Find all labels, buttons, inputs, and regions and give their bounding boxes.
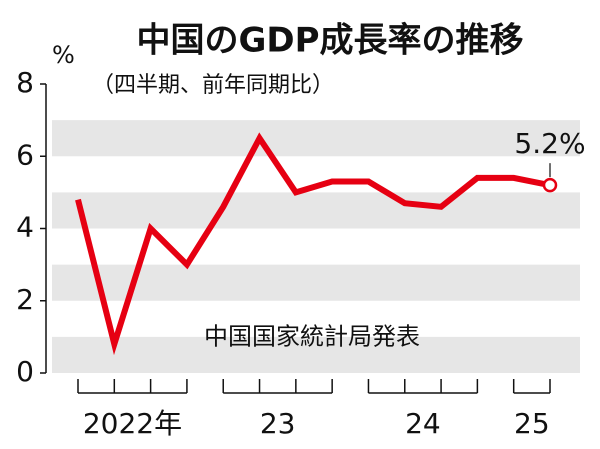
highlight-point [542, 177, 558, 193]
stripes [52, 120, 580, 373]
value-label: 5.2% [514, 127, 585, 160]
x-year-label: 24 [405, 407, 441, 440]
y-tick-label: 0 [16, 355, 34, 388]
y-tick-label: 6 [16, 138, 34, 171]
data-line [75, 132, 551, 356]
chart-subtitle: （四半期、前年同期比） [92, 73, 334, 98]
y-unit: % [52, 41, 75, 69]
stripe [52, 336, 580, 373]
x-year-label: 23 [260, 407, 296, 440]
stripe [52, 192, 580, 229]
y-tick-label: 8 [16, 66, 34, 99]
y-tick-label: 2 [16, 283, 34, 316]
chart-title: 中国のGDP成長率の推移 [136, 21, 523, 61]
x-year-label: 25 [514, 407, 550, 440]
y-tick-label: 4 [16, 211, 34, 244]
source: 中国国家統計局発表 [204, 323, 420, 351]
x-year-label: 2022年 [83, 407, 182, 440]
stripe [52, 120, 580, 157]
